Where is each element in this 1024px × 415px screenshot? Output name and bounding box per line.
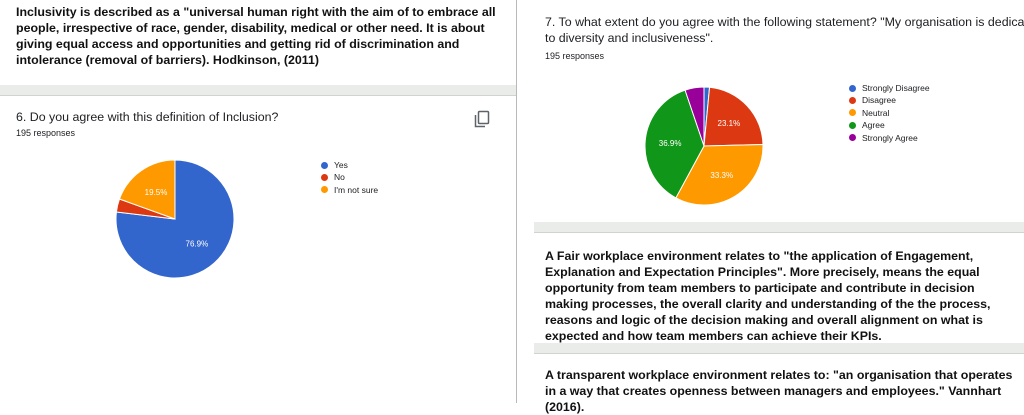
- pie-label-i-m-not-sure: 19.5%: [145, 188, 168, 197]
- legend-label: No: [334, 172, 345, 183]
- legend-swatch: [849, 84, 856, 92]
- legend-item-strongly-disagree: Strongly Disagree: [849, 82, 930, 94]
- legend-item-neutral: Neutral: [849, 107, 930, 119]
- legend-swatch: [321, 174, 328, 182]
- pie-label-disagree: 23.1%: [718, 119, 741, 128]
- pie-label-yes: 76.9%: [186, 240, 209, 249]
- legend-swatch: [849, 121, 856, 129]
- legend-label: Strongly Disagree: [862, 83, 930, 93]
- section-separator: [534, 222, 1024, 232]
- section-separator-line: [534, 353, 1024, 354]
- pie-slice-i-m-not-sure: [118, 159, 176, 220]
- fair-workplace-text: A Fair workplace environment relates to …: [545, 249, 991, 343]
- pie-slice-disagree: [703, 86, 764, 147]
- legend-item-disagree: Disagree: [849, 94, 930, 106]
- legend-swatch: [849, 97, 856, 105]
- panel-divider: [516, 0, 517, 403]
- pie-label-neutral: 33.3%: [710, 171, 733, 180]
- legend-label: I'm not sure: [334, 184, 379, 195]
- diversity-legend: Strongly Disagree Disagree Neutral Agree Str…: [849, 82, 930, 144]
- transparent-workplace-text: A transparent workplace environment rela…: [545, 368, 1013, 414]
- legend-label: Disagree: [862, 95, 897, 106]
- legend-swatch: [321, 161, 328, 169]
- legend-swatch: [849, 134, 856, 142]
- section-separator-line: [0, 95, 516, 96]
- pie-slice-agree: [644, 89, 705, 199]
- legend-label: Neutral: [862, 107, 890, 118]
- section-separator-line: [534, 232, 1024, 233]
- pie-slice-strongly-agree: [684, 86, 705, 147]
- legend-item-strongly-agree: Strongly Agree: [849, 132, 930, 144]
- legend-swatch: [321, 186, 328, 194]
- question-7-title-line2: to diversity and inclusiveness".: [545, 31, 714, 45]
- organisation-diversity-pie-chart: 23.1% 33.3% 36.9%: [644, 86, 764, 206]
- legend-label: Agree: [862, 120, 885, 131]
- inclusion-pie-chart: 76.9% 19.5%: [115, 159, 235, 279]
- copy-icon[interactable]: [474, 110, 490, 128]
- question-6-title: 6. Do you agree with this definition of …: [16, 110, 279, 124]
- pie-slice-neutral: [675, 144, 764, 206]
- response-count: 195 responses: [545, 51, 605, 61]
- question-7-title-line1: 7. To what extent do you agree with the …: [545, 15, 1024, 29]
- legend-swatch: [849, 109, 856, 117]
- response-count: 195 responses: [16, 128, 76, 138]
- legend-label: Strongly Agree: [862, 132, 918, 143]
- inclusivity-definition-text: Inclusivity is described as a "universal…: [16, 5, 496, 67]
- legend-item-agree: Agree: [849, 119, 930, 131]
- inclusion-legend: Yes No I'm not sure: [321, 159, 378, 196]
- section-separator: [534, 343, 1024, 353]
- legend-item-i-m-not-sure: I'm not sure: [321, 184, 378, 196]
- legend-item-no: No: [321, 171, 378, 183]
- pie-slice-yes: [115, 159, 235, 279]
- legend-label: Yes: [334, 160, 348, 170]
- legend-item-yes: Yes: [321, 159, 378, 171]
- section-separator: [0, 85, 516, 95]
- pie-label-agree: 36.9%: [659, 139, 682, 148]
